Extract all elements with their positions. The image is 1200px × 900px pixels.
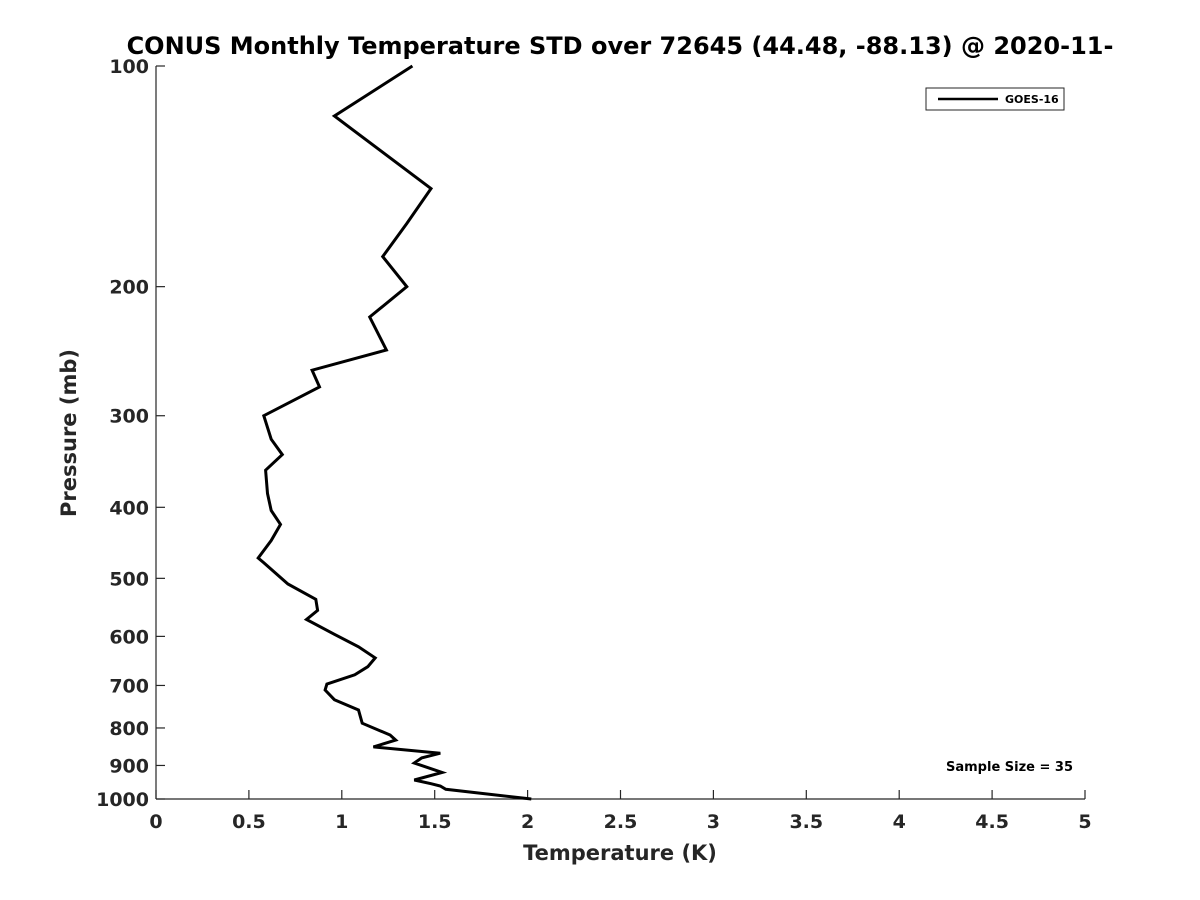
y-tick-label: 900 <box>109 755 149 777</box>
sample-size-annotation: Sample Size = 35 <box>946 760 1073 775</box>
x-tick-label: 3 <box>707 811 720 833</box>
y-axis-label: Pressure (mb) <box>57 349 81 517</box>
x-tick-label: 1 <box>335 811 348 833</box>
legend: GOES-16 <box>925 87 1065 111</box>
y-tick-label: 100 <box>109 56 149 78</box>
x-tick-label: 4 <box>893 811 906 833</box>
y-tick-label: 800 <box>109 718 149 740</box>
series-line-goes-16 <box>256 64 532 801</box>
y-tick-label: 1000 <box>96 789 149 811</box>
x-tick-label: 4.5 <box>975 811 1009 833</box>
y-tick-label: 700 <box>109 675 149 697</box>
x-tick-label: 0.5 <box>232 811 266 833</box>
x-axis-label: Temperature (K) <box>523 841 717 865</box>
y-tick-label: 600 <box>109 626 149 648</box>
chart-title: CONUS Monthly Temperature STD over 72645… <box>127 32 1114 60</box>
plot-area: 0 0.5 1 1.5 2 2.5 3 3.5 4 4.5 5 100 200 300 400 500 600… <box>96 56 1092 833</box>
x-tick-label: 2 <box>521 811 534 833</box>
y-tick-label: 200 <box>109 277 149 299</box>
legend-entry-goes16: GOES-16 <box>1005 93 1059 106</box>
x-tick-label: 5 <box>1078 811 1091 833</box>
x-tick-label: 0 <box>149 811 162 833</box>
x-axis-ticks: 0 0.5 1 1.5 2 2.5 3 3.5 4 4.5 5 <box>149 790 1092 833</box>
y-axis-ticks: 100 200 300 400 500 600 700 800 900 1000 <box>96 56 165 811</box>
series-lines <box>256 64 532 801</box>
y-tick-label: 400 <box>109 497 149 519</box>
x-tick-label: 3.5 <box>789 811 823 833</box>
x-tick-label: 1.5 <box>418 811 452 833</box>
x-tick-label: 2.5 <box>604 811 638 833</box>
y-tick-label: 300 <box>109 406 149 428</box>
y-tick-label: 500 <box>109 568 149 590</box>
